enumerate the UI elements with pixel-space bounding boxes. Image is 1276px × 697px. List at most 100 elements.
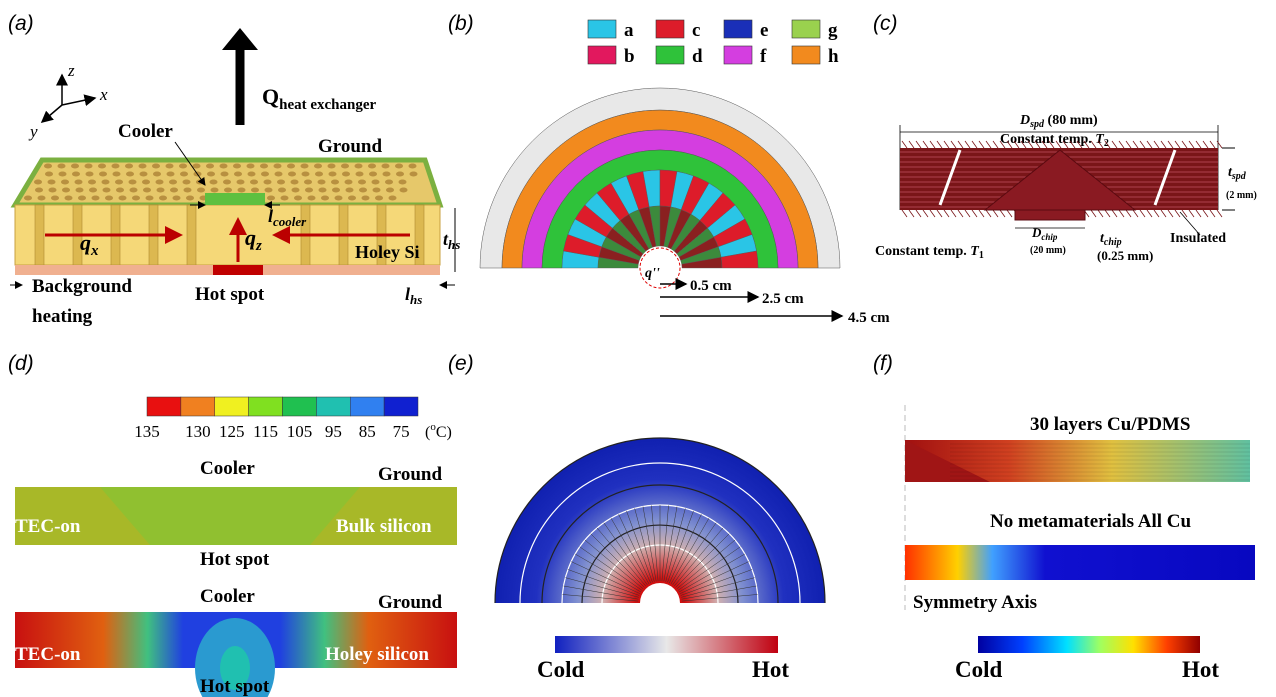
hole — [319, 188, 327, 193]
hatch — [1196, 141, 1201, 148]
hatch — [923, 210, 928, 217]
axis-label: x — [99, 85, 108, 104]
hole — [382, 164, 390, 169]
label: No metamaterials All Cu — [990, 511, 1191, 532]
unit: (oC) — [425, 421, 452, 441]
hole — [305, 188, 313, 193]
hole — [38, 196, 46, 201]
hole — [250, 180, 258, 185]
hole — [400, 188, 408, 193]
label: Hot spot — [200, 549, 270, 570]
hole — [233, 164, 241, 169]
hole — [265, 188, 273, 193]
legend-swatch — [656, 20, 684, 38]
label: (2 mm) — [1226, 190, 1257, 201]
hole — [315, 172, 323, 177]
panel-b: (b) acegbdfh q'' 0.5 cm 2.5 cm 4.5 cm — [448, 12, 890, 326]
hatch — [1000, 210, 1005, 217]
hatch — [1161, 210, 1166, 217]
hole — [65, 196, 73, 201]
hatch — [1168, 210, 1173, 217]
hatch — [1147, 210, 1152, 217]
hatch — [965, 141, 970, 148]
hatch — [909, 141, 914, 148]
hole — [156, 180, 164, 185]
hole — [328, 164, 336, 169]
hole — [399, 180, 407, 185]
hatch — [979, 210, 984, 217]
hole — [102, 180, 110, 185]
hole — [180, 172, 188, 177]
hole — [169, 180, 177, 185]
label: Hot spot — [195, 284, 265, 305]
label: Ground — [318, 136, 383, 157]
pillar — [187, 205, 196, 265]
hatch — [944, 210, 949, 217]
label: Ground — [378, 464, 443, 485]
hole — [207, 172, 215, 177]
hole — [125, 164, 133, 169]
hole — [76, 188, 84, 193]
label: Background — [32, 276, 132, 297]
hole — [61, 180, 69, 185]
hole — [356, 172, 364, 177]
hole — [321, 196, 329, 201]
legend-label: d — [692, 46, 703, 67]
hole — [383, 172, 391, 177]
hole — [358, 180, 366, 185]
label: 2.5 cm — [762, 291, 804, 307]
hole — [373, 188, 381, 193]
hatch — [1189, 210, 1194, 217]
hatch — [1119, 141, 1124, 148]
legend-swatch — [724, 46, 752, 64]
hatch — [937, 210, 942, 217]
hatch — [986, 141, 991, 148]
colorbar-segment — [384, 397, 418, 416]
label: TEC-on — [15, 644, 81, 665]
hole — [59, 172, 67, 177]
label: heating — [32, 306, 93, 327]
hole — [89, 188, 97, 193]
hatch — [1161, 141, 1166, 148]
label: TEC-on — [15, 516, 81, 537]
hole — [159, 196, 167, 201]
hole — [220, 164, 228, 169]
hatch — [1203, 141, 1208, 148]
legend-swatch — [588, 20, 616, 38]
panel-c: (c) Dspd (80 mm) Constant temp. T2 tspd … — [873, 12, 1257, 263]
hole — [167, 172, 175, 177]
hole — [34, 180, 42, 185]
hole — [24, 196, 32, 201]
hole — [308, 196, 316, 201]
hole — [410, 172, 418, 177]
colorbar-segment — [350, 397, 384, 416]
hatch — [1196, 210, 1201, 217]
hole — [329, 172, 337, 177]
hole — [359, 188, 367, 193]
hole — [183, 180, 191, 185]
label: Symmetry Axis — [913, 592, 1037, 613]
hatch — [902, 141, 907, 148]
hole — [92, 196, 100, 201]
label: 30 layers Cu/PDMS — [1030, 414, 1190, 435]
colorbar-tick-label: 115 — [253, 422, 278, 441]
axis-label: y — [28, 122, 38, 141]
label: Dchip — [1031, 225, 1058, 242]
hole — [51, 196, 59, 201]
panel-a: (a) z x y Qheat exchanger qx qz Cooler G… — [8, 12, 460, 327]
hatch — [958, 210, 963, 217]
hole — [170, 188, 178, 193]
hatch — [909, 210, 914, 217]
hole — [146, 196, 154, 201]
hole — [210, 180, 218, 185]
label: lhs — [405, 284, 422, 307]
colorbar-segment — [283, 397, 317, 416]
hole — [193, 164, 201, 169]
figure: (a) z x y Qheat exchanger qx qz Cooler G… — [0, 0, 1276, 697]
legend-swatch — [792, 20, 820, 38]
hatch — [979, 141, 984, 148]
hatch — [930, 141, 935, 148]
hatch — [972, 141, 977, 148]
hole — [35, 188, 43, 193]
hole — [113, 172, 121, 177]
